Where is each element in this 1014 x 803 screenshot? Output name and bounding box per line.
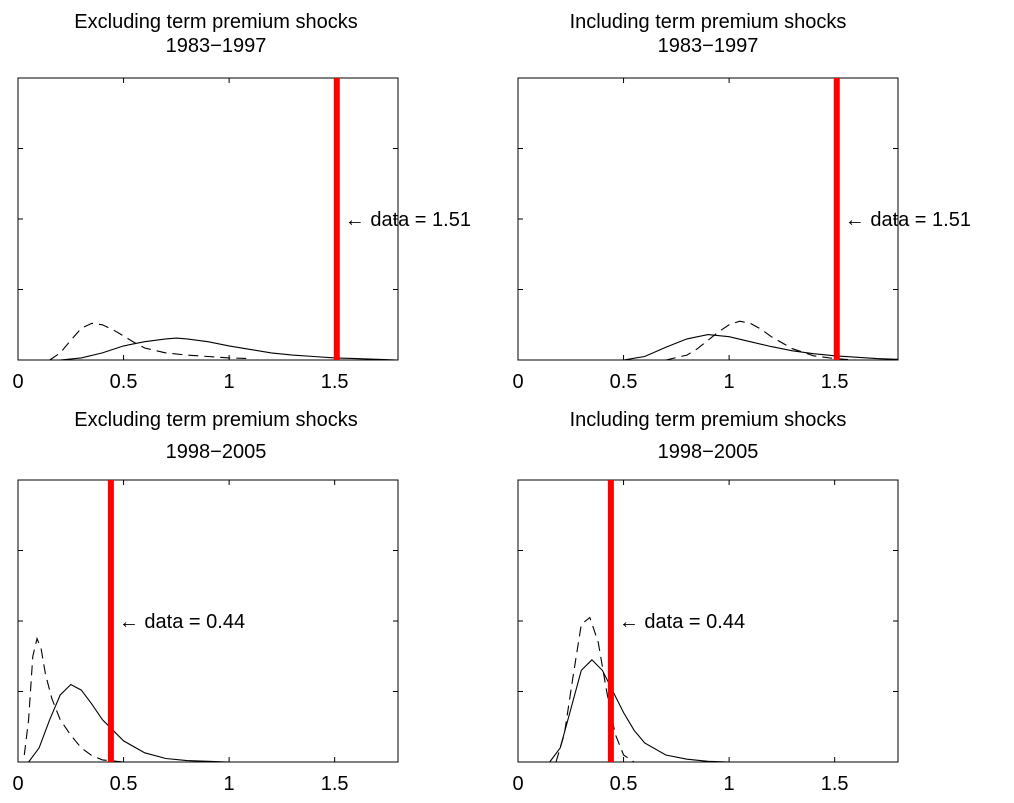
panel-3-xtick-label: 0	[12, 773, 23, 795]
panel-2: Including term premium shocks 1983−1997 …	[512, 11, 971, 393]
panel-2-subtitle: 1983−1997	[658, 35, 759, 57]
panel-4: Including term premium shocks 1998−2005 …	[512, 409, 899, 795]
panel-1-xtick-label: 1.5	[321, 371, 349, 393]
panel-2-series-dashed-line	[665, 320, 856, 361]
panel-3-series-dashed-line	[23, 636, 124, 763]
panel-4-title: Including term premium shocks	[570, 409, 847, 431]
panel-2-xtick-label: 0	[512, 371, 523, 393]
panel-1-series-dashed-line	[49, 322, 251, 361]
panel-3-annotation: ← data = 0.44	[119, 611, 245, 633]
panel-4-annotation: ← data = 0.44	[619, 611, 745, 633]
panel-1-subtitle: 1983−1997	[166, 35, 267, 57]
panel-2-xtick-label: 0.5	[610, 371, 638, 393]
panel-3-series-solid-line	[28, 683, 230, 763]
panel-2-xtick-label: 1	[724, 371, 735, 393]
panel-2-xtick-label: 1.5	[821, 371, 849, 393]
panel-3: Excluding term premium shocks 1998−2005 …	[12, 409, 399, 795]
panel-4-xtick-label: 0	[512, 773, 523, 795]
panel-4-series-dashed-line	[555, 616, 635, 763]
panel-3-xtick-label: 1.5	[321, 773, 349, 795]
panel-3-title: Excluding term premium shocks	[74, 409, 357, 431]
panel-1-axes-frame	[17, 77, 399, 361]
panel-3-xtick-label: 0.5	[110, 773, 138, 795]
panel-3-plot: 0 0.5 1 1.5 ← data = 0.44	[12, 479, 399, 795]
panel-2-axes-frame	[517, 77, 899, 361]
panel-3-subtitle: 1998−2005	[166, 441, 267, 463]
panel-2-series-solid-line	[623, 334, 899, 361]
panel-1-xtick-label: 0.5	[110, 371, 138, 393]
panel-4-xtick-label: 1	[724, 773, 735, 795]
panel-4-xtick-label: 0.5	[610, 773, 638, 795]
panel-1-annotation: ← data = 1.51	[345, 209, 471, 231]
panel-1-xtick-label: 1	[224, 371, 235, 393]
panel-4-series-solid-line	[549, 659, 730, 763]
panel-2-plot: 0 0.5 1 1.5 ← data = 1.51	[512, 77, 971, 393]
panel-2-title: Including term premium shocks	[570, 11, 847, 33]
panel-3-xtick-label: 1	[224, 773, 235, 795]
panel-4-xtick-label: 1.5	[821, 773, 849, 795]
panel-4-subtitle: 1998−2005	[658, 441, 759, 463]
panel-1-title: Excluding term premium shocks	[74, 11, 357, 33]
panel-1-plot: 0 0.5 1 1.5 ← data = 1.51	[12, 77, 471, 393]
panel-2-annotation: ← data = 1.51	[845, 209, 971, 231]
panel-1: Excluding term premium shocks 1983−1997 …	[12, 11, 471, 393]
panel-1-xtick-label: 0	[12, 371, 23, 393]
panel-4-plot: 0 0.5 1 1.5 ← data = 0.44	[512, 479, 899, 795]
